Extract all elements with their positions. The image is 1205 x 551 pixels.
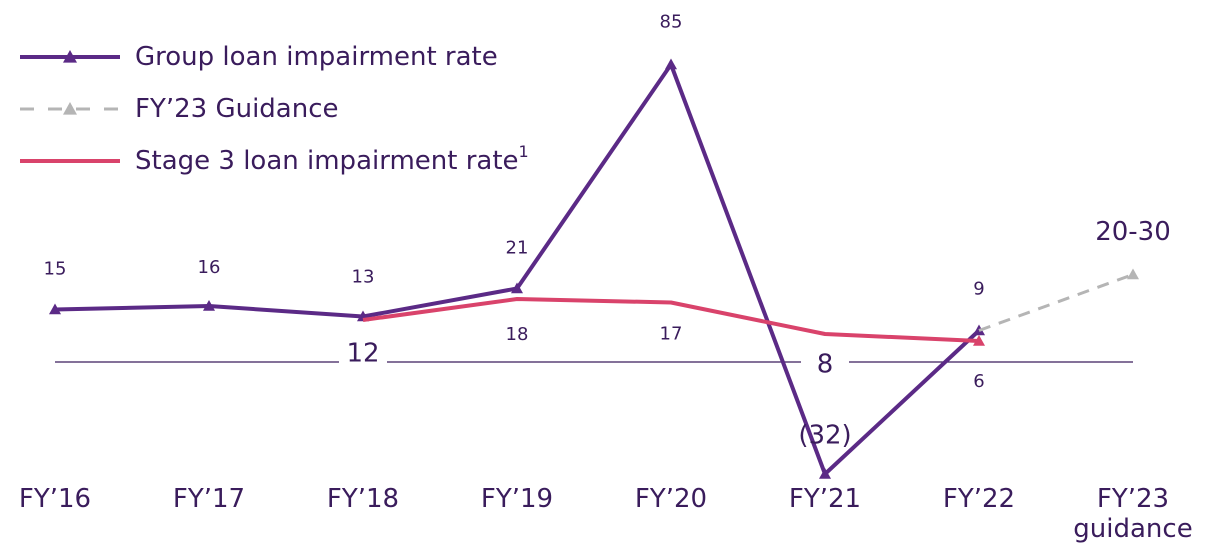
series-line — [362, 297, 980, 343]
point-marker — [819, 468, 831, 479]
x-tick-label: FY’18 — [326, 484, 400, 514]
data-label: 8 — [817, 350, 834, 380]
x-tick-label: FY’22 — [942, 484, 1016, 514]
data-label: (32) — [798, 421, 851, 451]
legend-footnote: 1 — [519, 142, 529, 161]
data-label: 21 — [506, 238, 529, 259]
legend-label: Group loan impairment rate — [135, 42, 498, 72]
data-label: 9 — [973, 279, 984, 300]
x-tick-label: FY’21 — [788, 484, 862, 514]
point-marker — [973, 335, 985, 346]
data-label: 6 — [973, 371, 984, 392]
series-line — [54, 62, 981, 476]
legend-label: Stage 3 loan impairment rate1 — [135, 142, 529, 176]
data-label: 12 — [346, 339, 379, 369]
data-label: 16 — [198, 257, 221, 278]
x-tick-label: FY’17 — [172, 484, 246, 514]
label-bg — [801, 349, 849, 381]
series-line — [978, 273, 1134, 332]
legend-name: FY’23 Guidance — [135, 94, 339, 124]
label-bg — [339, 338, 387, 370]
data-label: 15 — [44, 259, 67, 280]
legend-marker — [63, 50, 77, 63]
data-label: 85 — [660, 12, 683, 33]
x-tick-label: FY’23 guidance — [1073, 484, 1193, 544]
data-label: 13 — [352, 267, 375, 288]
legend-marker — [63, 102, 77, 115]
data-label: 18 — [506, 324, 529, 345]
point-marker — [49, 303, 61, 315]
data-label: 17 — [660, 324, 683, 345]
x-tick-label: FY’20 — [634, 484, 708, 514]
legend-name: Group loan impairment rate — [135, 42, 498, 72]
data-label: 20-30 — [1095, 217, 1171, 247]
point-marker — [1127, 268, 1139, 280]
point-marker — [203, 300, 215, 311]
legend-name: Stage 3 loan impairment rate — [135, 146, 519, 176]
x-tick-label: FY’19 — [480, 484, 554, 514]
x-tick-label: FY’16 — [18, 484, 92, 514]
legend-label: FY’23 Guidance — [135, 94, 339, 124]
point-marker — [511, 282, 523, 294]
point-marker — [665, 58, 677, 70]
